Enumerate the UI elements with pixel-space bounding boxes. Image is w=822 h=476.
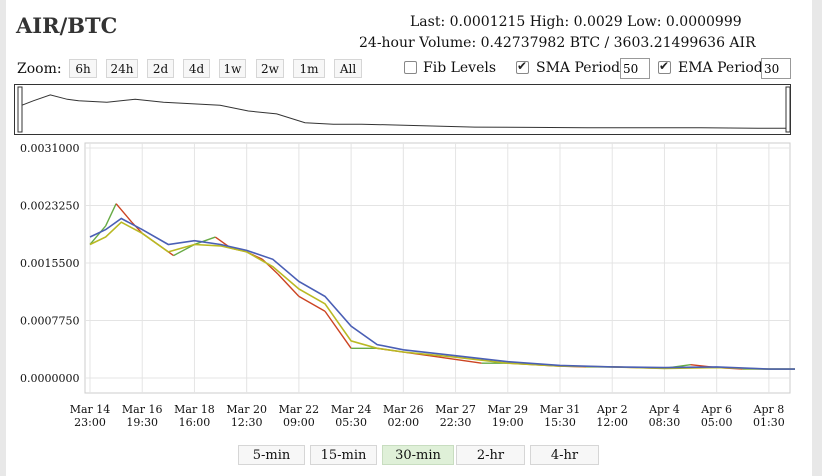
price-segment [455,358,482,364]
y-tick-label: 0.0007750 [20,315,80,328]
x-tick-label: Apr 2 [596,403,628,416]
page-title: AIR/BTC [16,13,118,38]
price-segment [115,203,133,223]
zoom-6h-button[interactable]: 6h [69,59,97,78]
x-tick-label: 19:00 [492,416,524,429]
navigator-handle-left [17,86,23,133]
zoom-4d-button[interactable]: 4d [183,59,210,78]
volume-stats: 24-hour Volume: 0.42737982 BTC / 3603.21… [359,35,756,51]
price-segment [194,236,216,246]
zoom-1m-button[interactable]: 1m [293,59,325,78]
period-5min-button[interactable]: 5-min [238,445,305,465]
x-tick-label: 22:30 [440,416,472,429]
x-tick-label: Mar 22 [279,403,320,416]
x-tick-label: Apr 4 [648,403,680,416]
zoom-2w-button[interactable]: 2w [256,59,284,78]
x-tick-label: Mar 27 [435,403,476,416]
x-tick-label: Mar 20 [226,403,267,416]
navigator-line [21,94,786,129]
navigator-handle-right [785,86,791,133]
x-tick-label: 05:00 [701,416,733,429]
zoom-2d-button[interactable]: 2d [147,59,174,78]
ema-checkbox[interactable] [658,59,671,74]
x-tick-label: 19:30 [126,416,158,429]
x-tick-label: Mar 14 [70,403,111,416]
sma-line [89,217,795,370]
x-tick-label: 12:30 [231,416,263,429]
price-segment [89,225,107,245]
x-tick-label: 12:00 [596,416,628,429]
x-tick-label: 09:00 [283,416,315,429]
y-tick-label: 0.0031000 [20,142,80,155]
sma-period-label: SMA Period: [536,60,625,76]
x-tick-label: 05:30 [335,416,367,429]
price-segment [298,295,326,312]
price-stats: Last: 0.0001215 High: 0.0029 Low: 0.0000… [410,14,742,30]
y-tick-label: 0.0015500 [20,257,80,270]
x-tick-label: Apr 8 [753,403,785,416]
price-segment [105,203,117,227]
period-2hr-button[interactable]: 2-hr [456,445,525,465]
price-chart: 0.0031000 0.0023250 0.0015500 0.0007750 0.00… [17,86,795,429]
x-tick-label: 23:00 [74,416,106,429]
period-30min-button[interactable]: 30-min [382,445,454,465]
fib-levels-checkbox[interactable] [404,61,417,74]
y-tick-label: 0.0023250 [20,200,80,213]
sma-period-input[interactable] [620,58,650,79]
x-tick-label: Mar 18 [174,403,215,416]
price-segment [173,243,195,257]
price-segment [277,273,300,297]
fib-levels-label: Fib Levels [423,60,497,76]
x-tick-label: Mar 31 [540,403,581,416]
x-tick-label: Mar 24 [331,403,372,416]
x-tick-label: Mar 29 [487,403,528,416]
x-tick-label: Mar 26 [383,403,424,416]
ema-period-label: EMA Period: [678,60,768,76]
x-tick-label: 16:00 [179,416,211,429]
x-tick-label: Mar 16 [122,403,163,416]
navigator[interactable] [14,84,791,135]
ema-period-input[interactable] [761,58,791,79]
plot-area [84,142,791,394]
price-segment [324,310,352,349]
period-4hr-button[interactable]: 4-hr [530,445,599,465]
x-tick-label: 15:30 [544,416,576,429]
price-segment [429,355,456,361]
x-tick-label: 01:30 [753,416,785,429]
zoom-all-button[interactable]: All [334,59,362,78]
x-tick-label: 08:30 [649,416,681,429]
x-tick-label: Apr 6 [700,403,732,416]
sma-checkbox[interactable] [516,59,529,74]
period-15min-button[interactable]: 15-min [310,445,377,465]
y-tick-label: 0.0000000 [20,372,80,385]
zoom-24h-button[interactable]: 24h [106,59,138,78]
zoom-1w-button[interactable]: 1w [219,59,246,78]
x-tick-label: 02:00 [387,416,419,429]
zoom-label: Zoom: [17,61,62,77]
price-segment [131,221,143,234]
